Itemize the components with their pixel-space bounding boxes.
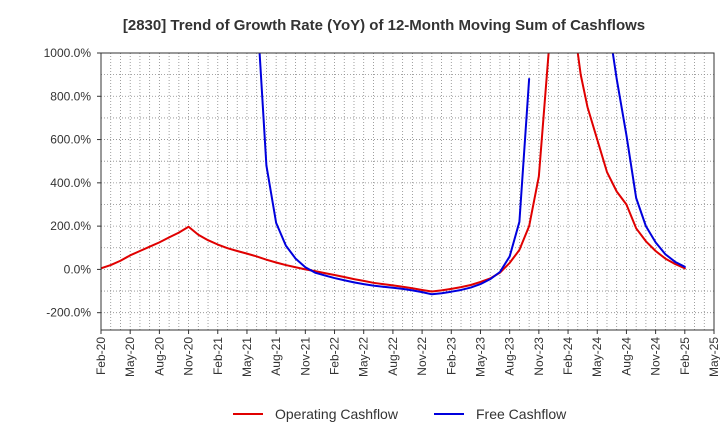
x-tick-label: Feb-23 [444,337,458,375]
x-tick-label: May-25 [707,337,720,377]
x-tick-label: Aug-21 [269,337,283,376]
x-tick-label: Aug-20 [152,337,166,376]
y-axis-ticks: 1000.0% 800.0% 600.0% 400.0% 200.0% 0.0% -200.… [44,46,101,320]
legend-label: Free Cashflow [476,406,567,422]
y-tick-label: 1000.0% [44,46,92,60]
series-line-free-cashflow [258,53,531,296]
plot-area-frame [100,52,715,331]
x-tick-label: May-20 [123,337,137,377]
x-tick-label: Nov-21 [298,337,312,376]
x-tick-label: May-22 [357,337,371,377]
y-tick-label: 0.0% [64,262,92,276]
x-tick-label: May-24 [590,337,604,377]
x-tick-label: Aug-23 [503,337,517,376]
y-tick-label: 800.0% [50,89,91,103]
y-tick-label: 600.0% [50,133,91,147]
x-tick-label: Feb-25 [678,337,692,375]
chart-title: [2830] Trend of Growth Rate (YoY) of 12-… [123,17,645,34]
y-tick-label: 200.0% [50,219,91,233]
x-tick-label: Feb-20 [94,337,108,375]
x-tick-label: May-21 [240,337,254,377]
series-line-operating-cashflow [101,53,686,293]
series-lines [101,53,686,296]
x-tick-label: Nov-23 [532,337,546,376]
series-line-free-cashflow [611,53,686,268]
x-tick-label: Aug-22 [386,337,400,376]
x-tick-label: Feb-24 [561,337,575,375]
x-tick-label: Aug-24 [619,337,633,376]
x-tick-label: Feb-22 [328,337,342,375]
y-tick-label: -200.0% [46,306,91,320]
y-tick-label: 400.0% [50,176,91,190]
x-tick-label: Nov-20 [182,337,196,376]
x-tick-label: Nov-22 [415,337,429,376]
x-tick-label: May-23 [473,337,487,377]
legend-label: Operating Cashflow [275,406,399,422]
legend: Operating Cashflow Free Cashflow [233,406,567,422]
x-tick-label: Nov-24 [649,337,663,376]
x-tick-label: Feb-21 [211,337,225,375]
x-axis-ticks: Feb-20 May-20 Aug-20 Nov-20 Feb-21 May-21 Aug-… [94,330,720,377]
